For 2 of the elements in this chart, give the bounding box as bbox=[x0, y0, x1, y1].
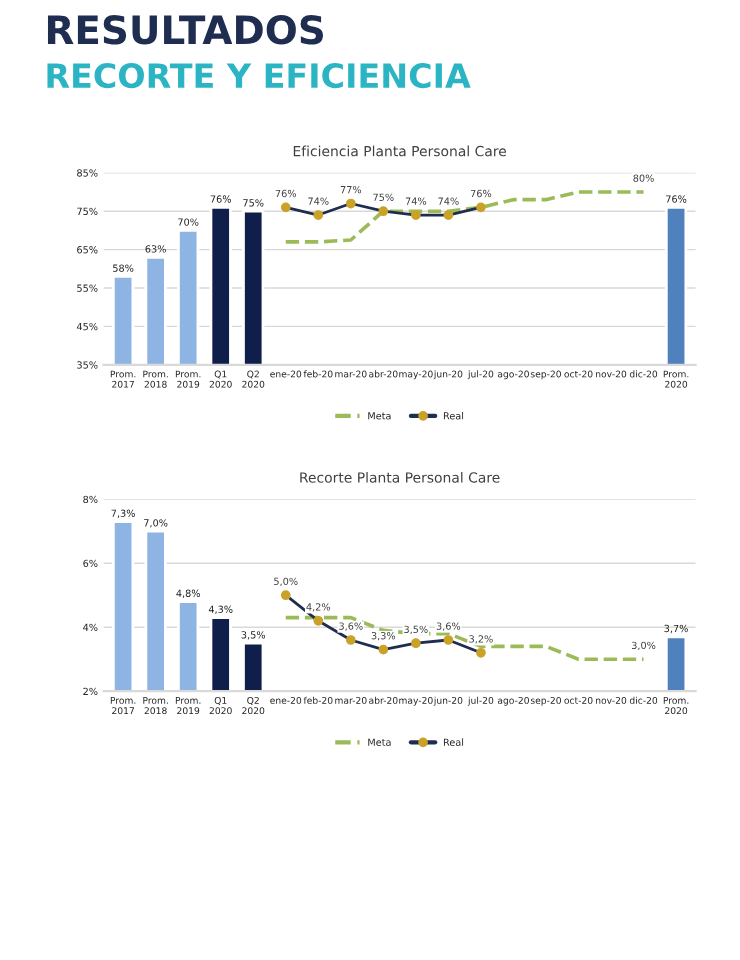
text: RECORTE Y EFICIENCIA bbox=[47, 62, 471, 89]
text: RESULTADOS bbox=[47, 15, 323, 45]
